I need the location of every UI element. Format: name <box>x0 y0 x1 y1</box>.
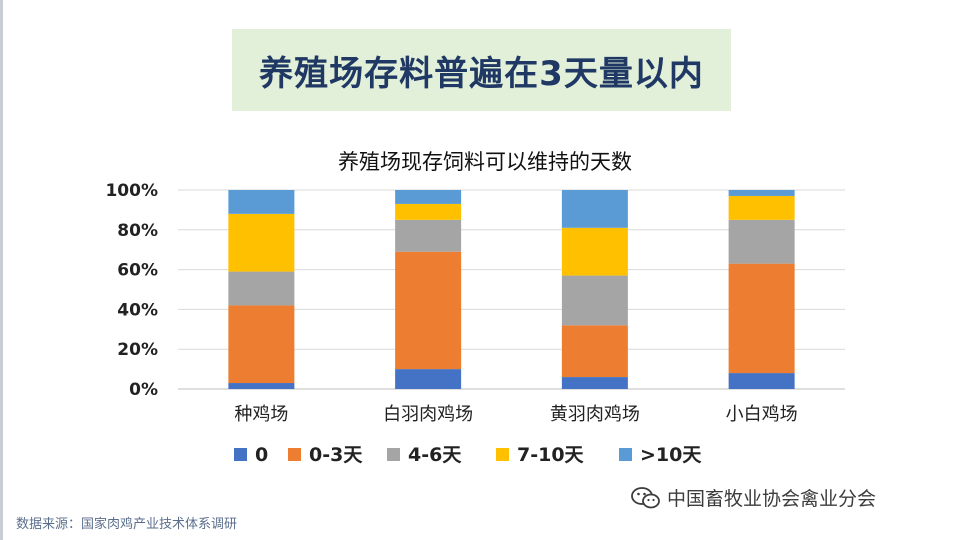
legend-label: 0-3天 <box>309 444 363 466</box>
y-tick-label: 80% <box>117 221 158 241</box>
bar-segment <box>228 190 295 214</box>
legend-swatch <box>496 448 509 461</box>
bar-segment <box>728 219 795 264</box>
bar-segment <box>561 227 628 276</box>
slide-title: 养殖场存料普遍在3天量以内 <box>259 53 704 94</box>
bar-segment <box>561 325 628 378</box>
bar-segment <box>395 219 462 252</box>
y-tick-label: 0% <box>129 380 158 400</box>
y-tick-label: 100% <box>105 181 158 201</box>
y-tick-label: 40% <box>117 300 158 320</box>
y-tick-label: 60% <box>117 261 158 281</box>
bar-segment <box>395 190 462 204</box>
legend-swatch <box>387 448 400 461</box>
bar-segment <box>228 271 295 306</box>
category-label: 种鸡场 <box>234 404 288 425</box>
bar-segment <box>395 203 462 220</box>
bar-segment <box>395 369 462 389</box>
data-source-note: 数据来源：国家肉鸡产业技术体系调研 <box>16 517 238 532</box>
legend-swatch <box>234 448 247 461</box>
legend-swatch <box>619 448 632 461</box>
legend-swatch <box>288 448 301 461</box>
bar-segment <box>561 190 628 228</box>
slide-title-box: 养殖场存料普遍在3天量以内 <box>232 29 731 111</box>
chart-title: 养殖场现存饲料可以维持的天数 <box>338 150 632 174</box>
bar-segment <box>228 383 295 389</box>
category-label: 小白鸡场 <box>726 404 798 425</box>
slide-edge-line <box>0 0 3 540</box>
legend-label: 7-10天 <box>517 444 585 466</box>
category-label: 白羽肉鸡场 <box>383 404 473 425</box>
watermark-text: 中国畜牧业协会禽业分会 <box>667 488 877 510</box>
bar-segment <box>395 251 462 370</box>
wechat-icon <box>631 486 660 508</box>
bar-segment <box>228 305 295 384</box>
legend-label: 4-6天 <box>408 444 462 466</box>
legend-label: 0 <box>255 444 268 466</box>
bar-segment <box>728 263 795 374</box>
category-label: 黄羽肉鸡场 <box>550 404 640 425</box>
bar-segment <box>728 190 795 196</box>
legend-label: >10天 <box>640 444 702 466</box>
y-tick-label: 20% <box>117 340 158 360</box>
bar-segment <box>728 373 795 389</box>
bar-segment <box>728 195 795 220</box>
bar-segment <box>561 377 628 389</box>
watermark: 中国畜牧业协会禽业分会 <box>631 484 876 511</box>
bar-segment <box>228 213 295 272</box>
bar-segment <box>561 275 628 326</box>
